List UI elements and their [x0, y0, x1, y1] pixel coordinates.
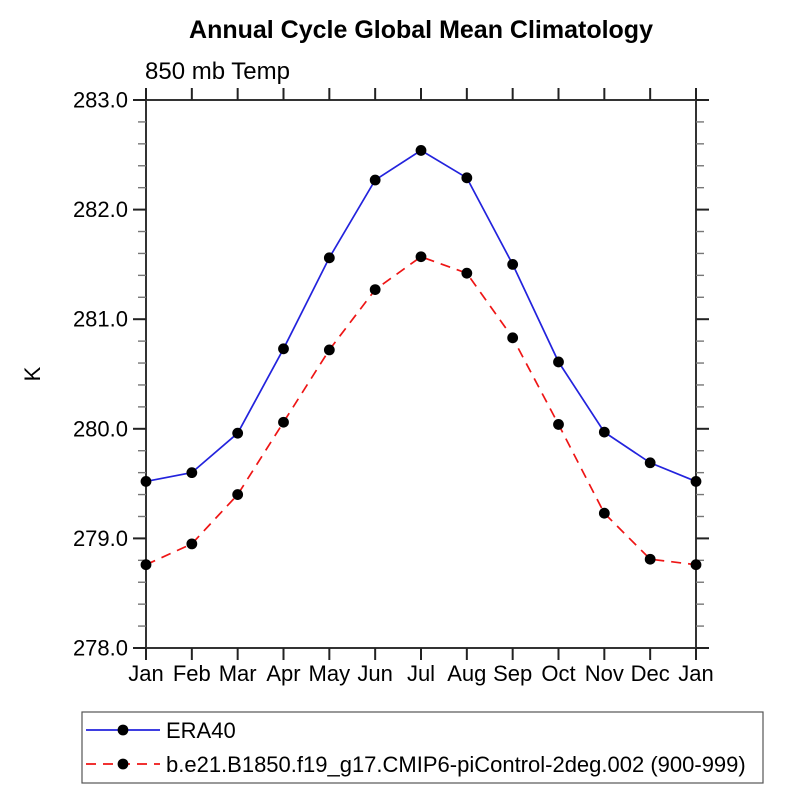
x-tick-label: Jul — [407, 661, 435, 686]
data-point-marker — [553, 419, 564, 430]
x-tick-label: May — [309, 661, 351, 686]
data-point-marker — [415, 251, 427, 263]
data-point-marker — [140, 476, 152, 487]
data-point-marker — [598, 426, 610, 438]
data-point-marker — [690, 559, 702, 571]
x-tick-label: Oct — [541, 661, 575, 686]
x-tick-label: Jun — [357, 661, 392, 686]
data-point-marker — [140, 559, 152, 571]
y-tick-label: 281.0 — [73, 307, 128, 332]
data-point-marker — [644, 553, 656, 565]
data-point-marker — [507, 332, 519, 344]
legend-marker-dot — [117, 724, 129, 736]
legend-samples — [86, 724, 160, 770]
x-tick-label: Aug — [447, 661, 486, 686]
x-tick-label: Jan — [128, 661, 163, 686]
data-point-marker — [415, 145, 427, 156]
x-tick-label: Nov — [585, 661, 624, 686]
plot-frame — [145, 99, 697, 649]
legend-label-model: b.e21.B1850.f19_g17.CMIP6-piControl-2deg… — [166, 752, 746, 777]
data-point-marker — [232, 427, 244, 439]
data-point-marker — [186, 467, 198, 479]
y-axis-label: K — [20, 366, 45, 381]
data-point-marker — [553, 356, 564, 368]
x-tick-label: Feb — [173, 661, 211, 686]
data-point-marker — [323, 344, 335, 356]
chart-title: Annual Cycle Global Mean Climatology — [189, 16, 653, 44]
data-point-marker — [278, 343, 289, 355]
y-tick-label: 280.0 — [73, 416, 128, 441]
data-point-marker — [461, 172, 473, 184]
x-tick-label: Jan — [678, 661, 713, 686]
x-tick-label: Sep — [493, 661, 532, 686]
series-layer — [140, 145, 702, 571]
data-point-marker — [369, 284, 381, 296]
data-point-marker — [690, 476, 702, 487]
data-point-marker — [323, 252, 335, 264]
y-tick-label: 278.0 — [73, 636, 128, 661]
legend: ERA40 b.e21.B1850.f19_g17.CMIP6-piContro… — [81, 711, 764, 784]
x-tick-label: Apr — [266, 661, 300, 686]
era40-line — [145, 149, 697, 483]
data-point-marker — [461, 267, 473, 279]
legend-label-era40: ERA40 — [166, 718, 236, 743]
axes-layer: 278.0 279.0 280.0 281.0 282.0 283.0 Jan Feb Mar A… — [73, 88, 714, 687]
data-point-marker — [232, 489, 244, 500]
data-point-marker — [186, 538, 198, 550]
x-tick-label: Mar — [219, 661, 257, 686]
data-point-marker — [598, 507, 610, 519]
data-point-marker — [507, 259, 519, 270]
data-point-marker — [369, 174, 381, 186]
y-tick-label: 279.0 — [73, 526, 128, 551]
legend-box — [81, 711, 764, 784]
y-tick-label: 283.0 — [73, 88, 128, 113]
x-tick-label: Dec — [631, 661, 670, 686]
legend-marker-dot — [117, 758, 129, 770]
data-point-marker — [278, 416, 289, 428]
y-tick-label: 282.0 — [73, 197, 128, 222]
chart-subtitle: 850 mb Temp — [145, 58, 290, 85]
data-point-marker — [644, 457, 656, 469]
model-line — [145, 255, 697, 566]
